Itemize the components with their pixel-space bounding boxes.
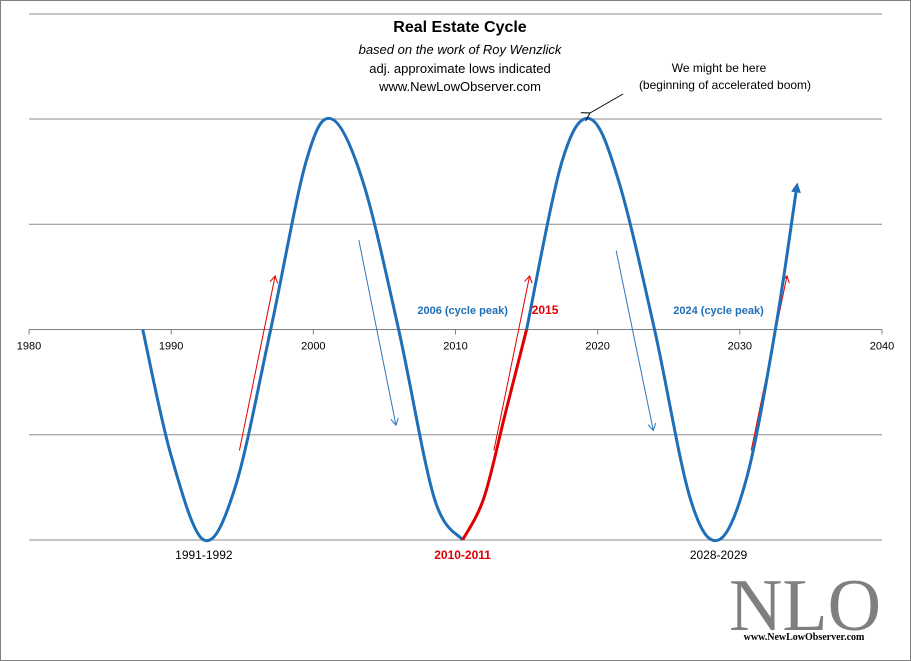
x-tick-label: 1980	[17, 341, 41, 353]
gridlines	[29, 13, 882, 541]
chart-subtitle: based on the work of Roy Wenzlick	[359, 42, 563, 57]
x-tick-label: 2020	[585, 341, 609, 353]
peak-label: 2024 (cycle peak)	[673, 305, 764, 317]
low-label: 2028-2029	[690, 548, 748, 562]
x-tick-label: 2010	[443, 341, 467, 353]
trend-arrow-up	[493, 277, 530, 451]
x-tick-label: 2040	[870, 341, 894, 353]
trend-arrow-down	[615, 250, 653, 430]
x-tick-label: 2000	[301, 341, 325, 353]
callout-line-2: (beginning of accelerated boom)	[639, 78, 811, 92]
callout-arrow	[590, 93, 624, 113]
x-tick-label: 1990	[159, 341, 183, 353]
series-line-3	[525, 116, 801, 543]
chart-subtitle-2: adj. approximate lows indicated	[369, 61, 550, 76]
chart-title: Real Estate Cycle	[393, 19, 527, 36]
logo-text: NLO	[729, 565, 881, 647]
x-axis: 1980 1990 2000 2010 2020 2030 2040	[17, 329, 894, 353]
series-line-1	[141, 116, 464, 543]
callout-line-1: We might be here	[672, 61, 767, 75]
trend-arrow-down	[358, 239, 396, 424]
trend-arrows	[238, 239, 786, 451]
annotation-labels: 1991-1992 2010-2011 2028-2029 2006 (cycle p…	[175, 303, 764, 562]
low-label: 1991-1992	[175, 548, 233, 562]
series-group	[141, 116, 801, 543]
trend-arrow-up	[238, 277, 275, 451]
logo-url: www.NewLowObserver.com	[744, 632, 865, 643]
series-line-2	[461, 329, 529, 541]
point-label-2015: 2015	[532, 303, 559, 317]
low-label: 2010-2011	[434, 548, 491, 562]
peak-label: 2006 (cycle peak)	[417, 305, 508, 317]
chart-subtitle-3: www.NewLowObserver.com	[378, 79, 541, 94]
x-tick-label: 2030	[728, 341, 752, 353]
